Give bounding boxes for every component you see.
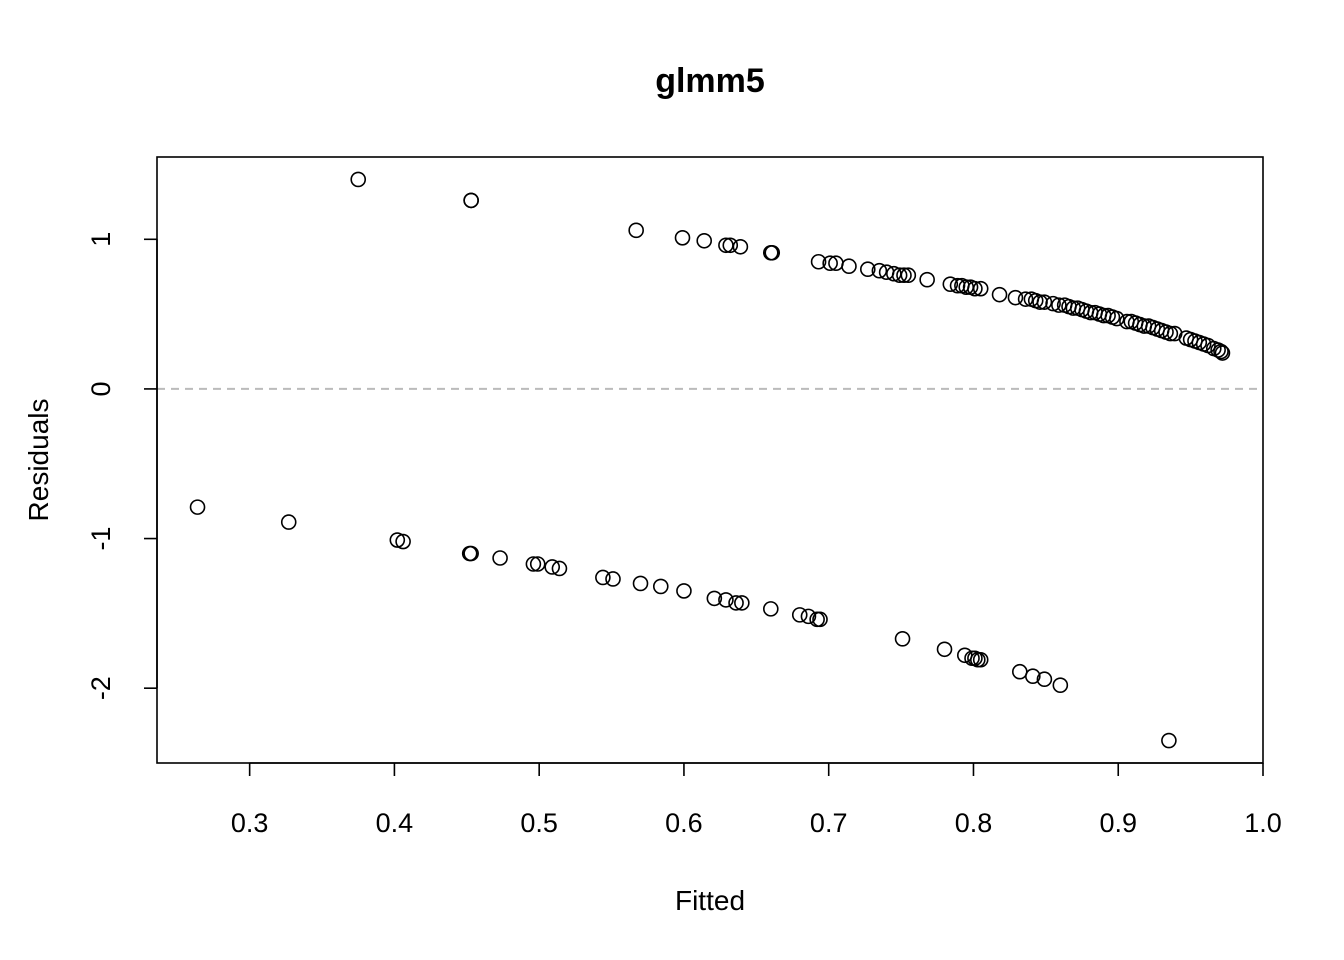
data-point bbox=[628, 222, 644, 239]
data-point bbox=[972, 651, 989, 668]
data-point bbox=[1025, 668, 1041, 685]
data-point bbox=[676, 583, 692, 599]
data-point bbox=[652, 578, 669, 595]
data-point bbox=[1036, 671, 1053, 688]
data-point bbox=[1051, 297, 1067, 313]
y-tick-label: -2 bbox=[86, 676, 116, 700]
data-point bbox=[718, 592, 734, 608]
data-point bbox=[674, 230, 691, 246]
x-axis-label: Fitted bbox=[675, 885, 745, 916]
data-point bbox=[972, 280, 989, 297]
data-point bbox=[529, 556, 546, 572]
data-point bbox=[871, 262, 888, 279]
data-point bbox=[632, 575, 649, 592]
x-tick-label: 0.7 bbox=[810, 808, 848, 838]
data-point bbox=[967, 280, 983, 297]
data-point bbox=[595, 569, 611, 586]
data-point bbox=[900, 267, 917, 284]
y-tick-label: -1 bbox=[86, 527, 116, 551]
chart-title: glmm5 bbox=[655, 62, 765, 100]
x-tick-label: 1.0 bbox=[1244, 808, 1282, 838]
x-tick-label: 0.8 bbox=[955, 808, 993, 838]
x-tick-label: 0.4 bbox=[376, 808, 414, 838]
data-point bbox=[1017, 291, 1034, 307]
data-point bbox=[734, 595, 750, 611]
data-point bbox=[525, 556, 542, 572]
y-tick-label: 0 bbox=[86, 381, 116, 396]
data-point bbox=[1213, 343, 1229, 360]
data-point bbox=[544, 559, 561, 575]
data-point bbox=[1032, 294, 1048, 310]
data-point bbox=[1052, 677, 1069, 693]
data-point bbox=[822, 255, 838, 272]
data-point bbox=[395, 533, 411, 550]
data-point bbox=[492, 550, 508, 566]
data-point bbox=[894, 631, 911, 647]
data-point bbox=[551, 560, 568, 577]
data-point bbox=[949, 277, 966, 294]
data-point bbox=[800, 608, 817, 625]
data-point bbox=[350, 171, 367, 188]
data-point bbox=[728, 595, 744, 611]
data-point bbox=[706, 590, 723, 607]
data-point bbox=[1007, 289, 1024, 306]
data-point bbox=[1162, 325, 1179, 342]
y-axis-label: Residuals bbox=[23, 399, 54, 522]
data-point bbox=[189, 499, 206, 515]
data-point bbox=[991, 286, 1008, 303]
plot-area: 0.3 0.4 0.5 0.6 0.7 0.8 0.9 1.0 -2 -1 0 1 bbox=[86, 156, 1282, 838]
x-tick-label: 0.5 bbox=[520, 808, 558, 838]
x-tick-label: 0.6 bbox=[665, 808, 703, 838]
data-point bbox=[732, 238, 749, 255]
data-point bbox=[722, 237, 739, 254]
data-point bbox=[1036, 294, 1053, 310]
data-point bbox=[891, 267, 908, 284]
data-point bbox=[919, 271, 935, 288]
data-point bbox=[280, 514, 297, 530]
y-tick-label: 1 bbox=[86, 232, 116, 247]
data-point bbox=[463, 192, 479, 209]
data-point bbox=[791, 607, 808, 623]
data-point bbox=[936, 641, 953, 658]
data-point bbox=[605, 571, 621, 587]
data-point bbox=[764, 244, 781, 261]
data-point bbox=[1011, 663, 1028, 680]
data-point bbox=[1108, 310, 1125, 327]
data-point bbox=[1161, 732, 1177, 749]
data-point bbox=[812, 611, 828, 628]
x-tick-label: 0.3 bbox=[231, 808, 269, 838]
data-point bbox=[810, 253, 827, 270]
data-point bbox=[763, 601, 779, 617]
data-point bbox=[859, 261, 876, 278]
data-point bbox=[389, 532, 406, 548]
data-point bbox=[696, 232, 713, 249]
data-point bbox=[1214, 345, 1231, 361]
data-point bbox=[942, 276, 959, 292]
plot-frame bbox=[156, 156, 1264, 764]
data-point bbox=[1045, 295, 1061, 312]
data-point bbox=[896, 267, 912, 284]
x-tick-label: 0.9 bbox=[1099, 808, 1137, 838]
data-point bbox=[463, 545, 479, 562]
data-point bbox=[841, 258, 857, 275]
